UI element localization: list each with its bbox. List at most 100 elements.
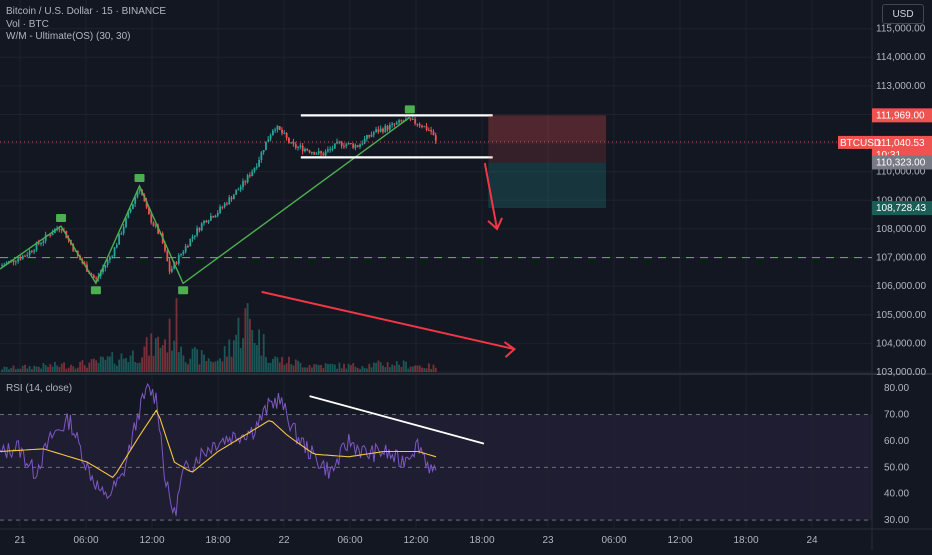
volume-bar [345, 368, 348, 372]
symbol-tag-bg [838, 135, 872, 149]
price-tick-label: 114,000.00 [876, 52, 926, 63]
volume-bar [10, 367, 13, 372]
volume-bar [177, 352, 180, 372]
candle-body [366, 135, 368, 139]
entry-zone-box [488, 141, 607, 163]
candle-body [377, 129, 380, 132]
volume-bar [111, 352, 114, 372]
volume-bar [379, 362, 382, 372]
candle-body [187, 246, 189, 248]
candle-body [375, 129, 378, 133]
candle-body [191, 236, 194, 239]
volume-bar [327, 364, 329, 372]
volume-bar [343, 363, 345, 372]
volume-bar [31, 369, 33, 372]
volume-bar [255, 345, 258, 372]
volume-bar [154, 338, 157, 372]
volume-bar [14, 369, 17, 372]
candle-body [12, 260, 15, 263]
volume-bar [37, 366, 40, 372]
volume-bar [113, 363, 116, 372]
candle-body [33, 250, 36, 252]
swing-marker [404, 105, 415, 114]
volume-bar [232, 340, 235, 372]
candle-body [391, 123, 394, 125]
candle-body [292, 142, 295, 145]
time-tick-label: 21 [14, 535, 26, 546]
volume-bar [228, 339, 231, 372]
volume-bar [67, 367, 70, 372]
volume-bar [3, 366, 6, 372]
candle-body [44, 234, 47, 241]
time-tick-label: 24 [806, 535, 818, 546]
volume-bar [290, 364, 293, 372]
upper-level-tag-bg [872, 108, 932, 123]
rsi-label: RSI (14, close) [6, 383, 73, 394]
candle-body [354, 145, 357, 148]
volume-bar [83, 365, 86, 372]
volume-bar [265, 357, 267, 372]
volume-bar [324, 363, 327, 372]
lower-level-tag-bg [872, 155, 932, 170]
volume-bar [308, 364, 311, 372]
volume-bar [405, 361, 407, 372]
volume-bar [363, 367, 366, 372]
candle-body [361, 143, 364, 145]
candle-body [122, 227, 125, 234]
volume-bar [58, 367, 61, 372]
candle-body [111, 256, 114, 258]
candle-body [228, 197, 231, 205]
price-tick-label: 113,000.00 [876, 81, 926, 92]
volume-bar [205, 361, 208, 372]
volume-bar [219, 358, 221, 372]
volume-bar [267, 362, 270, 372]
time-tick-label: 06:00 [337, 535, 362, 546]
candle-body [125, 218, 127, 228]
candle-body [242, 181, 244, 188]
candle-body [42, 240, 45, 243]
volume-bar [271, 358, 274, 372]
candle-body [382, 128, 384, 132]
volume-bar [168, 318, 171, 372]
volume-bar [92, 358, 95, 372]
volume-bar [221, 361, 224, 372]
currency-button[interactable]: USD [882, 4, 924, 24]
candle-body [297, 146, 300, 148]
candle-body [368, 135, 371, 137]
volume-bar [53, 361, 56, 372]
volume-bar [35, 366, 38, 372]
volume-bar [157, 336, 160, 372]
volume-bar [253, 342, 256, 372]
candle-body [306, 148, 309, 151]
candle-body [260, 152, 263, 160]
candle-body [425, 126, 428, 130]
rsi-tick-label: 70.00 [884, 410, 909, 421]
candle-body [168, 261, 171, 272]
candle-body [304, 148, 306, 152]
volume-bar [134, 362, 137, 372]
volume-bar [315, 364, 318, 372]
volume-bar [90, 359, 93, 372]
volume-bar [115, 365, 118, 372]
candle-body [356, 145, 359, 147]
volume-bar [356, 367, 359, 372]
volume-arrow-head [503, 341, 517, 358]
rsi-tick-label: 40.00 [884, 489, 909, 500]
volume-bar [88, 362, 91, 372]
volume-bar [246, 303, 249, 372]
candle-body [290, 142, 293, 144]
candle-body [379, 128, 382, 132]
volume-bar [331, 363, 334, 372]
candle-body [237, 189, 240, 191]
swing-marker [56, 214, 67, 223]
candle-body [58, 228, 61, 230]
volume-bar [368, 363, 371, 372]
candle-body [24, 255, 26, 257]
rsi-ma-line [0, 409, 437, 479]
candle-body [299, 145, 302, 147]
candle-body [276, 126, 279, 130]
countdown-tag: 10:31 [876, 150, 901, 161]
candle-body [221, 206, 224, 208]
